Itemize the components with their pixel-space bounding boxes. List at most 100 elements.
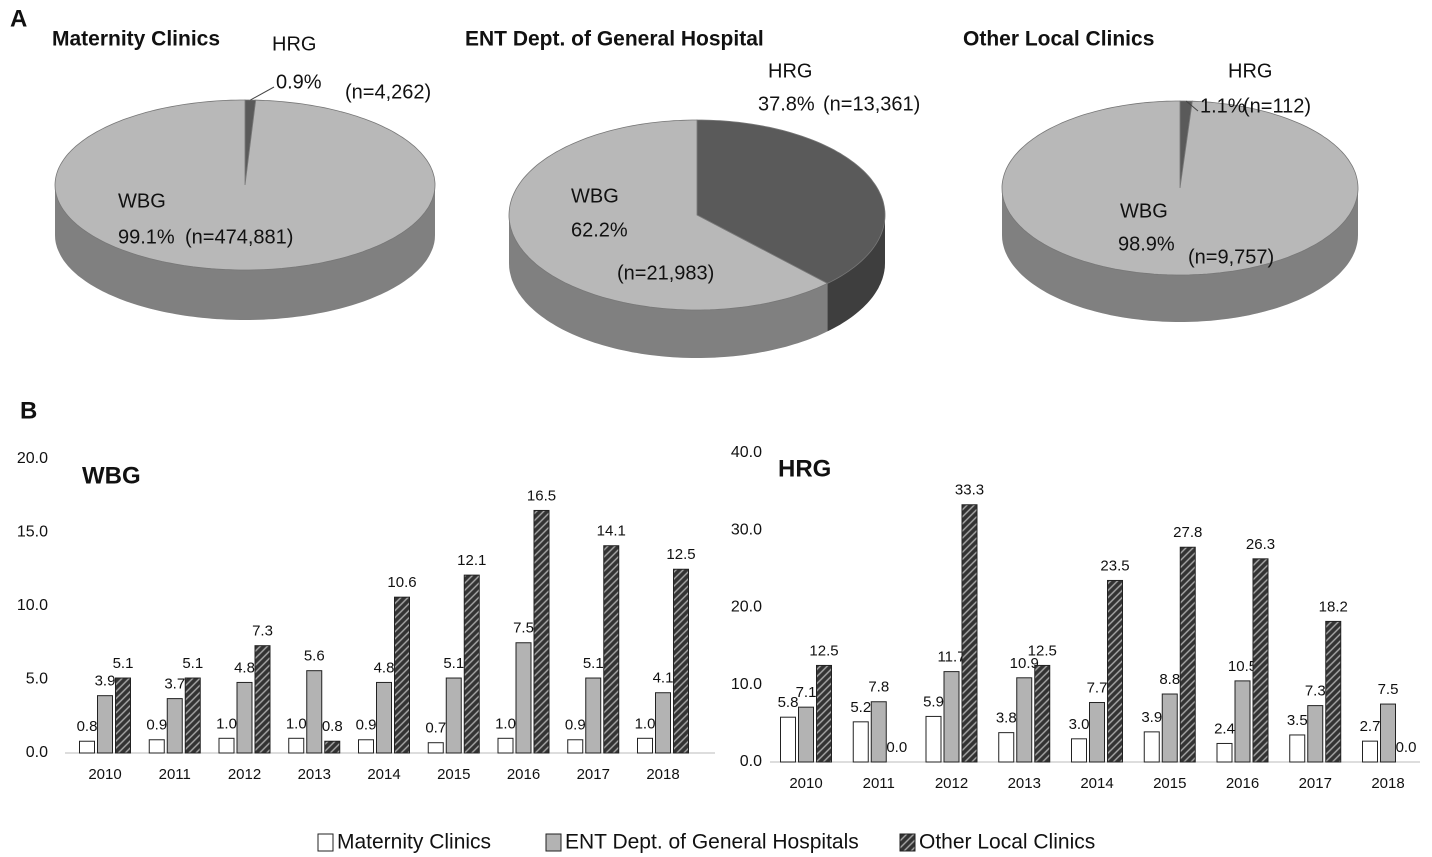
bar-value-label: 5.1 bbox=[113, 655, 134, 672]
bar bbox=[1016, 677, 1033, 763]
bar bbox=[394, 596, 410, 754]
bar bbox=[603, 545, 620, 754]
bar-value-label: 0.0 bbox=[886, 739, 907, 756]
chart-title: ENT Dept. of General Hospital bbox=[465, 28, 764, 51]
x-tick-label: 2011 bbox=[863, 775, 895, 792]
bar-value-label: 0.9 bbox=[565, 717, 586, 734]
bar bbox=[925, 715, 942, 763]
y-tick-label: 0.0 bbox=[740, 753, 762, 770]
bar-value-label: 33.3 bbox=[955, 482, 984, 499]
x-tick-label: 2015 bbox=[1153, 775, 1186, 792]
bar bbox=[288, 737, 305, 754]
bar-value-label: 1.0 bbox=[635, 715, 656, 732]
bar bbox=[1380, 703, 1396, 763]
x-tick-label: 2010 bbox=[789, 775, 822, 792]
bar-value-label: 0.8 bbox=[322, 718, 343, 735]
bar-value-label: 5.1 bbox=[443, 655, 464, 672]
bar-value-label: 7.8 bbox=[868, 679, 889, 696]
bar-value-label: 3.7 bbox=[164, 676, 185, 693]
bar bbox=[515, 642, 532, 754]
slice-label: HRG bbox=[768, 60, 812, 82]
bar-value-label: 4.1 bbox=[653, 670, 674, 687]
legend-label: Maternity Clinics bbox=[337, 831, 491, 854]
y-tick-label: 5.0 bbox=[26, 671, 48, 688]
bar bbox=[585, 677, 602, 754]
pie-slice bbox=[1001, 100, 1359, 276]
x-tick-label: 2016 bbox=[1226, 775, 1259, 792]
bar bbox=[324, 740, 341, 754]
bar-value-label: 5.1 bbox=[583, 655, 604, 672]
bar bbox=[673, 568, 689, 754]
slice-value-label: 99.1% bbox=[118, 226, 175, 248]
bar-value-label: 0.9 bbox=[356, 717, 377, 734]
x-tick-label: 2018 bbox=[646, 766, 679, 783]
x-tick-label: 2012 bbox=[228, 766, 261, 783]
bar-value-label: 23.5 bbox=[1100, 557, 1129, 574]
pie-side-shade bbox=[55, 185, 435, 320]
y-tick-label: 30.0 bbox=[731, 521, 762, 538]
chart-title: Other Local Clinics bbox=[963, 28, 1154, 51]
slice-label: WBG bbox=[571, 185, 619, 207]
bar-value-label: 0.8 bbox=[77, 718, 98, 735]
slice-label: HRG bbox=[1228, 60, 1272, 82]
bar-value-label: 5.2 bbox=[850, 699, 871, 716]
bar-value-label: 3.5 bbox=[1287, 712, 1308, 729]
bar-value-label: 5.8 bbox=[778, 694, 799, 711]
bar bbox=[1325, 620, 1342, 763]
bar bbox=[816, 664, 832, 763]
bar bbox=[376, 681, 392, 754]
slice-value-label: 37.8% bbox=[758, 93, 815, 115]
bar bbox=[236, 681, 253, 754]
bar-value-label: 3.9 bbox=[1141, 709, 1162, 726]
bar bbox=[852, 721, 869, 763]
legend-swatch bbox=[317, 833, 334, 852]
bar bbox=[637, 737, 653, 754]
x-tick-label: 2017 bbox=[1299, 775, 1332, 792]
bar bbox=[218, 737, 235, 754]
bar-value-label: 10.6 bbox=[387, 574, 416, 591]
y-tick-label: 20.0 bbox=[731, 599, 762, 616]
bar-value-label: 0.9 bbox=[146, 717, 167, 734]
bar bbox=[427, 742, 444, 754]
bar bbox=[445, 677, 462, 754]
bar bbox=[463, 574, 480, 754]
x-tick-label: 2010 bbox=[88, 766, 121, 783]
bar-value-label: 16.5 bbox=[527, 487, 556, 504]
chart-title: HRG bbox=[778, 455, 831, 482]
legend-label: ENT Dept. of General Hospitals bbox=[565, 831, 859, 854]
slice-value-label: 0.9% bbox=[276, 71, 322, 93]
bar bbox=[1034, 664, 1051, 763]
x-tick-label: 2013 bbox=[1008, 775, 1041, 792]
bar-value-label: 1.0 bbox=[216, 715, 237, 732]
slice-count-label: (n=4,262) bbox=[345, 81, 431, 103]
bar-value-label: 5.9 bbox=[923, 693, 944, 710]
bar bbox=[1289, 734, 1306, 763]
x-tick-label: 2012 bbox=[935, 775, 968, 792]
panel-label: A bbox=[10, 5, 27, 32]
bar-value-label: 2.7 bbox=[1360, 718, 1381, 735]
y-tick-label: 0.0 bbox=[26, 744, 48, 761]
y-tick-label: 15.0 bbox=[17, 524, 48, 541]
bar-value-label: 27.8 bbox=[1173, 524, 1202, 541]
x-tick-label: 2018 bbox=[1371, 775, 1404, 792]
x-tick-label: 2017 bbox=[577, 766, 610, 783]
bar-value-label: 12.1 bbox=[457, 552, 486, 569]
bar bbox=[306, 670, 323, 754]
chart-title: WBG bbox=[82, 462, 141, 489]
bar-value-label: 1.0 bbox=[286, 715, 307, 732]
bar bbox=[1071, 738, 1087, 763]
bar bbox=[97, 695, 113, 754]
bar bbox=[1179, 546, 1196, 763]
pie-slice bbox=[696, 119, 886, 284]
pie-side-shade bbox=[1002, 188, 1358, 322]
bar-value-label: 3.8 bbox=[996, 710, 1017, 727]
y-tick-label: 20.0 bbox=[17, 450, 48, 467]
pie-side-shade bbox=[509, 215, 828, 358]
bar bbox=[1161, 693, 1178, 763]
slice-label: WBG bbox=[118, 190, 166, 212]
bar bbox=[1143, 731, 1160, 763]
bar bbox=[166, 698, 183, 754]
bar-value-label: 0.7 bbox=[425, 720, 446, 737]
bar bbox=[358, 739, 374, 754]
leader-line bbox=[250, 86, 275, 101]
